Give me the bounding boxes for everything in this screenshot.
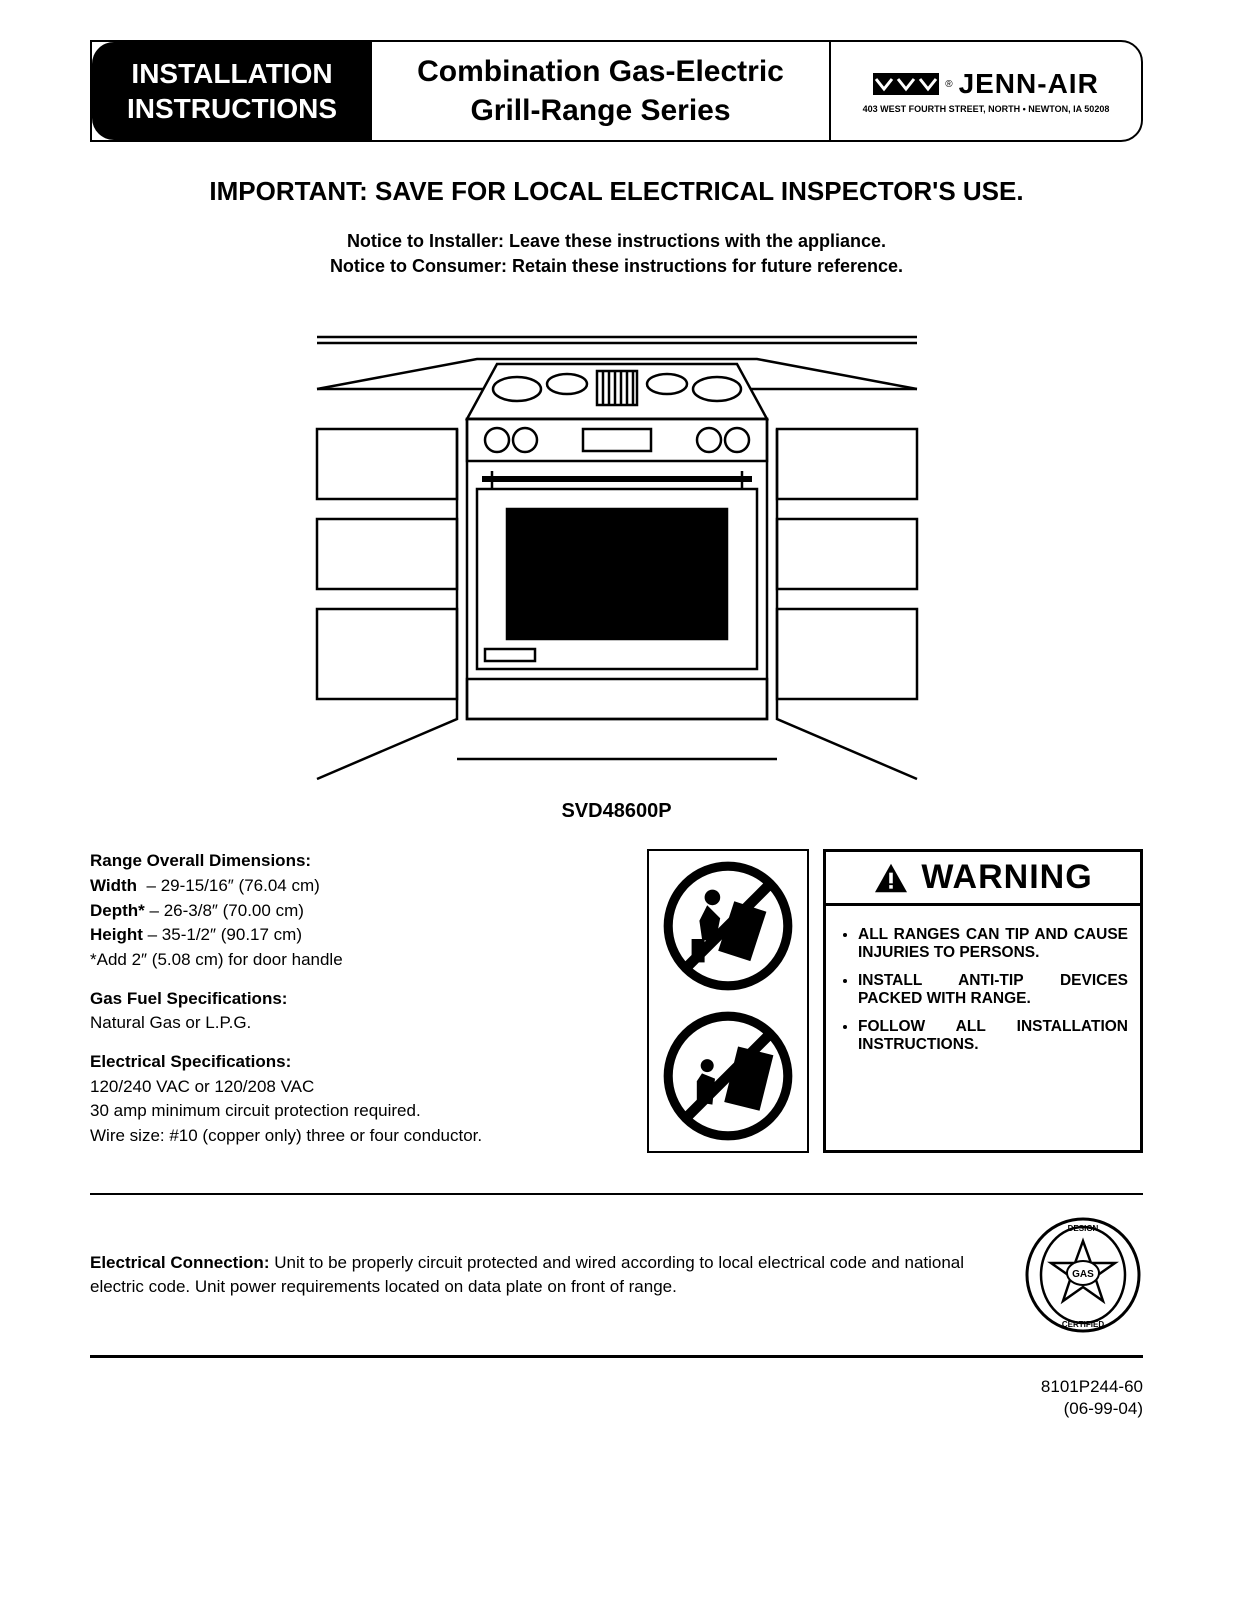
brand-logo-icon	[873, 73, 939, 95]
range-line-art-icon	[297, 319, 937, 789]
elec-conn-label: Electrical Connection:	[90, 1253, 269, 1272]
header-left-block: INSTALLATION INSTRUCTIONS	[92, 42, 372, 140]
product-illustration: SVD48600P	[90, 319, 1143, 823]
header-title: Combination Gas-Electric Grill-Range Ser…	[372, 42, 831, 140]
dims-heading: Range Overall Dimensions:	[90, 849, 619, 874]
part-number: 8101P244-60	[90, 1376, 1143, 1398]
header-left-line2: INSTRUCTIONS	[110, 91, 354, 126]
doc-date: (06-99-04)	[90, 1398, 1143, 1420]
elec-heading: Electrical Specifications:	[90, 1050, 619, 1075]
aga-certified-badge-icon: GAS DESIGN CERTIFIED	[1023, 1215, 1143, 1335]
important-heading: IMPORTANT: SAVE FOR LOCAL ELECTRICAL INS…	[90, 176, 1143, 207]
cert-design: DESIGN	[1068, 1224, 1099, 1233]
tip-hazard-icon	[663, 861, 793, 991]
header-mid-line1: Combination Gas-Electric	[382, 52, 819, 91]
specifications-block: Range Overall Dimensions: Width – 29-15/…	[90, 849, 619, 1148]
brand-name: JENN-AIR	[959, 68, 1099, 100]
depth-value: – 26-3/8″ (70.00 cm)	[150, 901, 304, 920]
header-left-line1: INSTALLATION	[110, 56, 354, 91]
warning-box: WARNING ALL RANGES CAN TIP AND CAUSE INJ…	[823, 849, 1143, 1153]
notices-block: Notice to Installer: Leave these instruc…	[90, 229, 1143, 279]
depth-note: *Add 2″ (5.08 cm) for door handle	[90, 948, 619, 973]
prohibit-icons-box	[647, 849, 809, 1153]
footer-codes: 8101P244-60 (06-99-04)	[90, 1376, 1143, 1420]
section-divider	[90, 1193, 1143, 1195]
brand-registered: ®	[945, 79, 952, 90]
cert-gas: GAS	[1072, 1269, 1094, 1280]
gas-text: Natural Gas or L.P.G.	[90, 1011, 619, 1036]
electrical-connection-text: Electrical Connection: Unit to be proper…	[90, 1251, 993, 1300]
height-label: Height	[90, 925, 143, 944]
depth-label: Depth*	[90, 901, 145, 920]
header-mid-line2: Grill-Range Series	[382, 91, 819, 130]
warning-triangle-icon	[873, 862, 909, 894]
brand-block: ® JENN-AIR 403 WEST FOURTH STREET, NORTH…	[831, 42, 1141, 140]
brand-address: 403 WEST FOURTH STREET, NORTH • NEWTON, …	[863, 104, 1110, 114]
warning-title: WARNING	[921, 858, 1092, 897]
electrical-connection-row: Electrical Connection: Unit to be proper…	[90, 1215, 1143, 1335]
cert-certified: CERTIFIED	[1062, 1320, 1104, 1329]
elec-line2: 30 amp minimum circuit protection requir…	[90, 1099, 619, 1124]
header-banner: INSTALLATION INSTRUCTIONS Combination Ga…	[90, 40, 1143, 142]
warning-item: ALL RANGES CAN TIP AND CAUSE INJURIES TO…	[858, 926, 1128, 962]
warning-group: WARNING ALL RANGES CAN TIP AND CAUSE INJ…	[647, 849, 1143, 1153]
model-number: SVD48600P	[297, 800, 937, 823]
gas-heading: Gas Fuel Specifications:	[90, 987, 619, 1012]
child-hazard-icon	[663, 1011, 793, 1141]
section-divider-bottom	[90, 1355, 1143, 1358]
width-label: Width	[90, 876, 137, 895]
height-value: – 35-1/2″ (90.17 cm)	[148, 925, 302, 944]
warning-list: ALL RANGES CAN TIP AND CAUSE INJURIES TO…	[838, 926, 1128, 1054]
width-value: – 29-15/16″ (76.04 cm)	[147, 876, 320, 895]
notice-installer: Notice to Installer: Leave these instruc…	[90, 229, 1143, 254]
warning-item: INSTALL ANTI-TIP DEVICES PACKED WITH RAN…	[858, 972, 1128, 1008]
elec-line1: 120/240 VAC or 120/208 VAC	[90, 1075, 619, 1100]
elec-line3: Wire size: #10 (copper only) three or fo…	[90, 1124, 619, 1149]
specs-and-warning-row: Range Overall Dimensions: Width – 29-15/…	[90, 849, 1143, 1153]
notice-consumer: Notice to Consumer: Retain these instruc…	[90, 254, 1143, 279]
warning-item: FOLLOW ALL INSTALLATION INSTRUCTIONS.	[858, 1018, 1128, 1054]
